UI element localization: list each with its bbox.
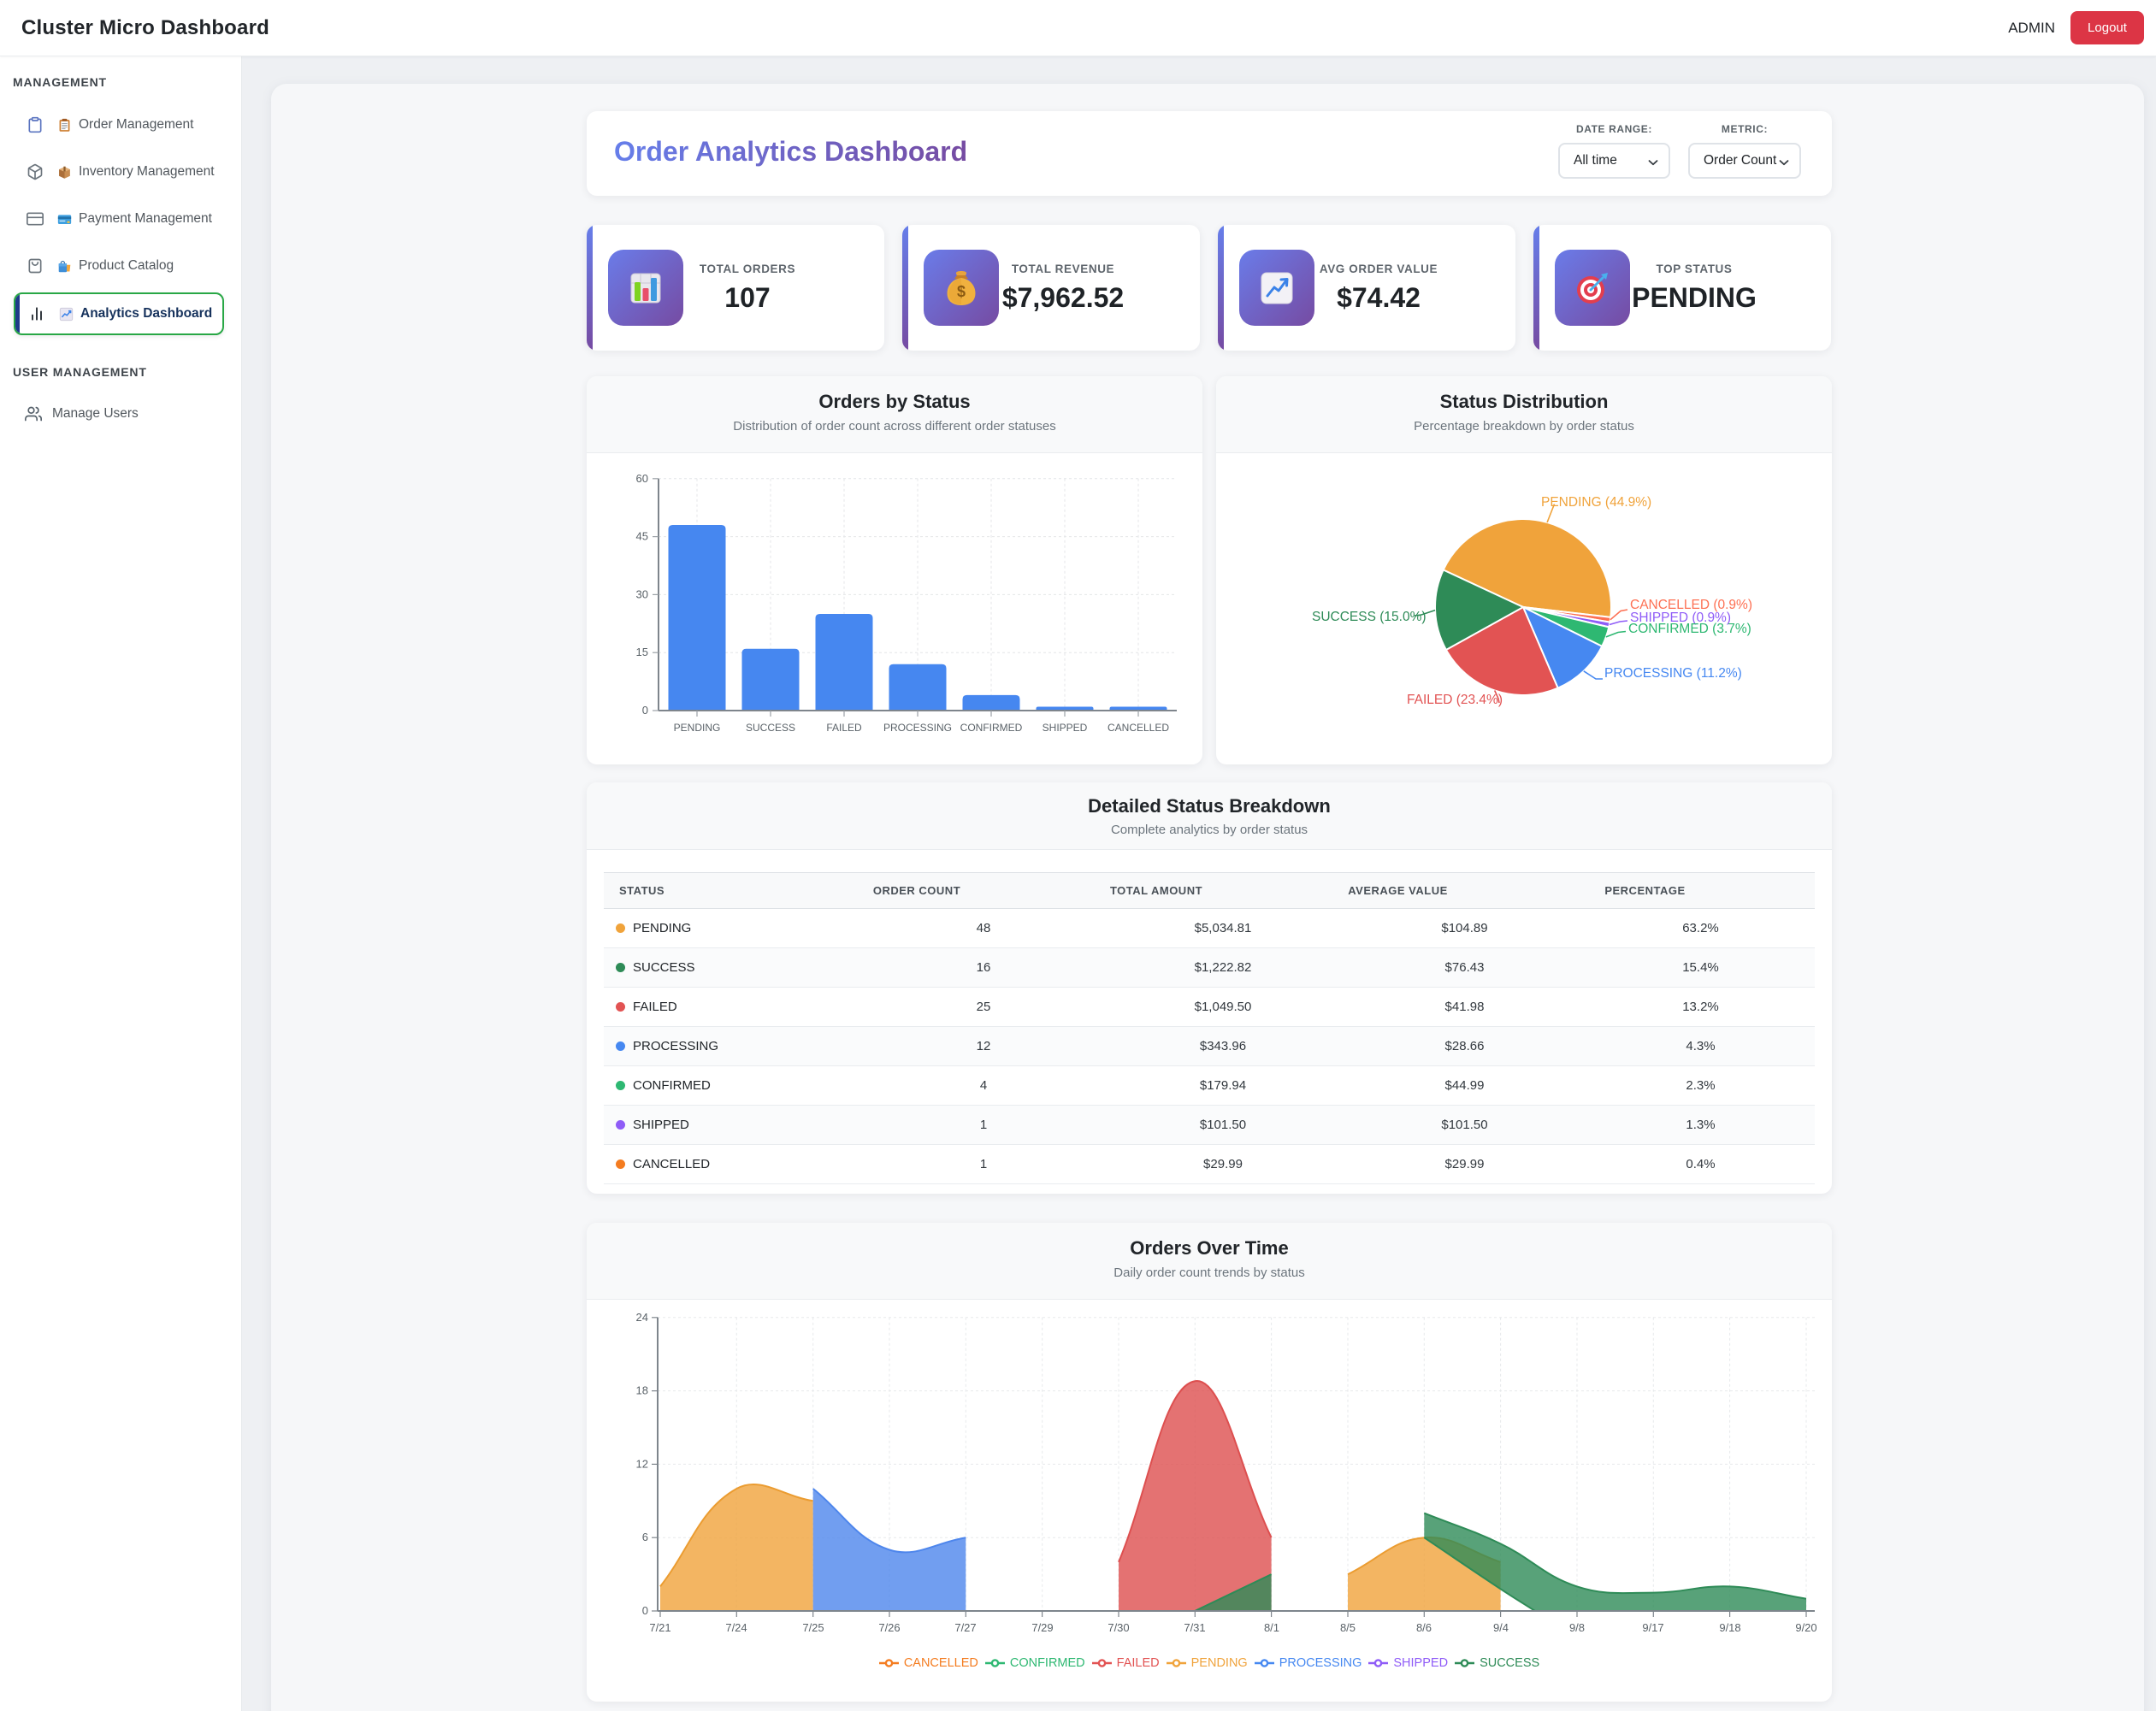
svg-text:9/17: 9/17 — [1642, 1621, 1663, 1634]
svg-text:7/31: 7/31 — [1184, 1621, 1205, 1634]
svg-text:45: 45 — [636, 530, 648, 543]
svg-text:18: 18 — [636, 1384, 648, 1397]
svg-text:15: 15 — [636, 646, 648, 658]
svg-text:PENDING: PENDING — [674, 722, 721, 734]
svg-text:0: 0 — [642, 704, 648, 717]
svg-text:7/24: 7/24 — [725, 1621, 747, 1634]
svg-text:8/5: 8/5 — [1340, 1621, 1356, 1634]
svg-text:9/18: 9/18 — [1719, 1621, 1740, 1634]
svg-text:9/4: 9/4 — [1493, 1621, 1509, 1634]
svg-text:60: 60 — [636, 472, 648, 485]
svg-text:30: 30 — [636, 587, 648, 600]
svg-text:SUCCESS: SUCCESS — [746, 722, 795, 734]
svg-text:7/29: 7/29 — [1031, 1621, 1053, 1634]
svg-text:FAILED: FAILED — [826, 722, 862, 734]
svg-text:6: 6 — [642, 1531, 648, 1543]
svg-text:7/30: 7/30 — [1108, 1621, 1129, 1634]
svg-text:7/27: 7/27 — [954, 1621, 976, 1634]
svg-text:7/21: 7/21 — [649, 1621, 670, 1634]
svg-text:24: 24 — [636, 1311, 648, 1324]
svg-text:CONFIRMED: CONFIRMED — [960, 722, 1023, 734]
svg-text:7/26: 7/26 — [878, 1621, 900, 1634]
svg-text:8/6: 8/6 — [1416, 1621, 1432, 1634]
svg-text:0: 0 — [642, 1604, 648, 1617]
svg-text:9/8: 9/8 — [1569, 1621, 1585, 1634]
svg-text:$: $ — [957, 283, 966, 300]
svg-text:7/25: 7/25 — [802, 1621, 824, 1634]
svg-text:CANCELLED: CANCELLED — [1108, 722, 1169, 734]
svg-text:9/20: 9/20 — [1795, 1621, 1816, 1634]
svg-text:SHIPPED: SHIPPED — [1043, 722, 1088, 734]
svg-text:8/1: 8/1 — [1264, 1621, 1279, 1634]
svg-text:PROCESSING: PROCESSING — [883, 722, 952, 734]
svg-text:12: 12 — [636, 1457, 648, 1470]
